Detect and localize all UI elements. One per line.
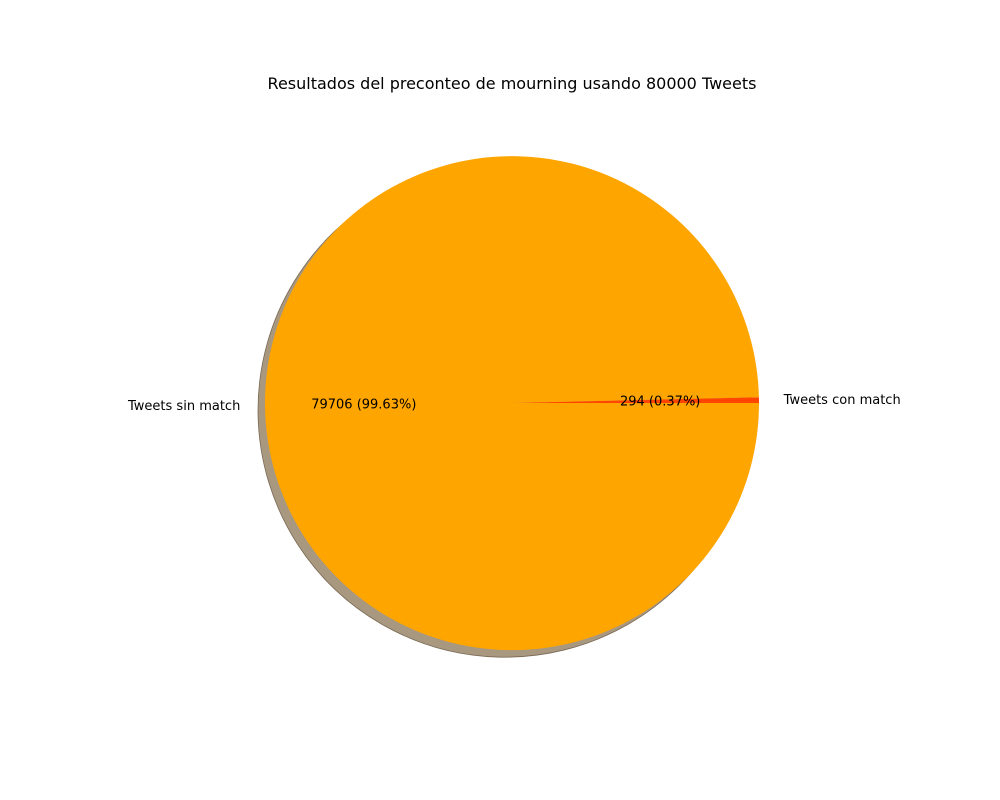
- pie-slice-tweets-con-match: [512, 397, 759, 403]
- pie-slices-layer: [265, 156, 760, 651]
- slice-value-label-tweets-con-match: 294 (0.37%): [620, 394, 700, 409]
- pie-slice-tweets-sin-match: [265, 156, 760, 651]
- chart-title: Resultados del preconteo de mourning usa…: [268, 74, 757, 93]
- pie-labels-layer: Tweets con match 294 (0.37%) Tweets sin ma…: [127, 393, 901, 414]
- slice-label-tweets-con-match: Tweets con match: [783, 393, 901, 408]
- slice-value-label-tweets-sin-match: 79706 (99.63%): [311, 398, 416, 413]
- slice-label-tweets-sin-match: Tweets sin match: [127, 399, 240, 414]
